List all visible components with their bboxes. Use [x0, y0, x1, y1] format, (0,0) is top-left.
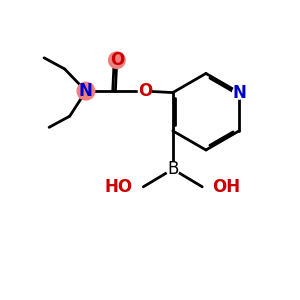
Text: N: N	[232, 84, 246, 102]
Text: O: O	[138, 82, 152, 100]
Circle shape	[77, 82, 95, 100]
Text: N: N	[79, 82, 93, 100]
Text: OH: OH	[212, 178, 241, 196]
Text: B: B	[167, 160, 178, 178]
Circle shape	[138, 85, 151, 98]
Text: O: O	[110, 51, 124, 69]
Circle shape	[109, 52, 125, 68]
Circle shape	[232, 86, 246, 99]
Circle shape	[166, 163, 179, 176]
Text: HO: HO	[105, 178, 133, 196]
